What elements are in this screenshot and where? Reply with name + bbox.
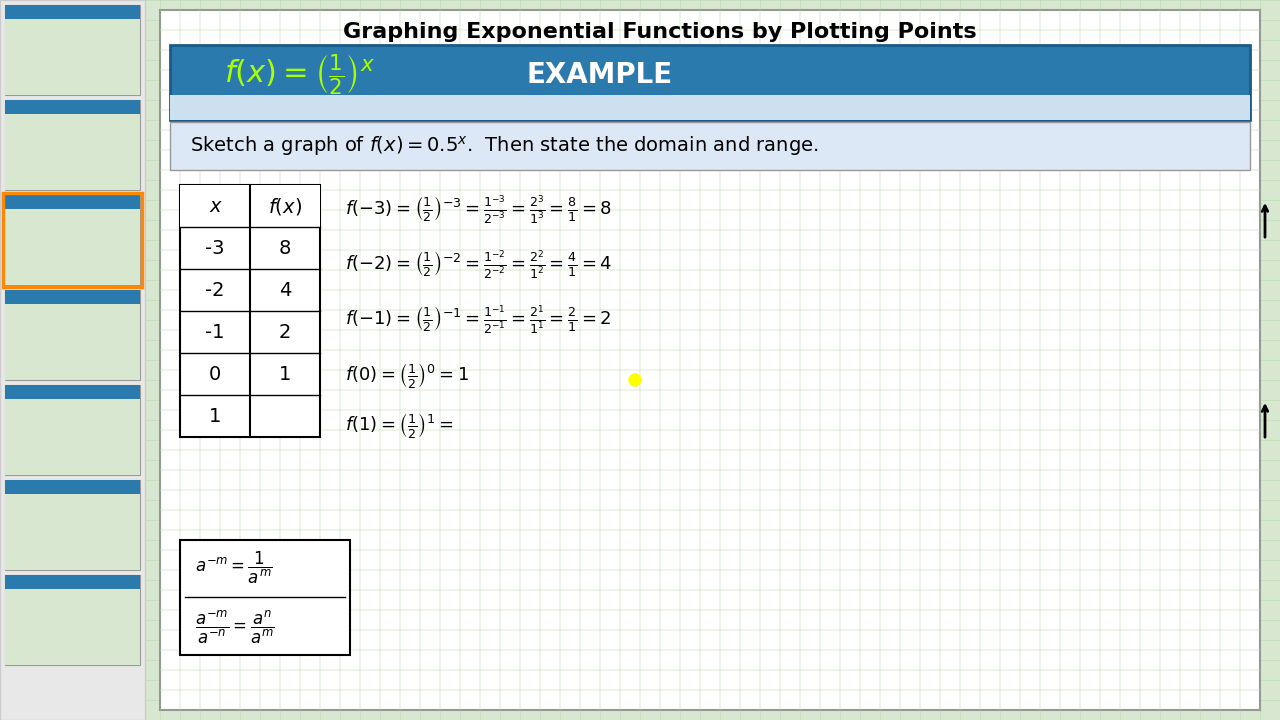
Text: -3: -3	[205, 238, 225, 258]
Bar	[5, 5, 140, 95]
Bar	[160, 10, 1260, 710]
Bar	[5, 195, 140, 285]
Text: -1: -1	[205, 323, 225, 341]
Text: 0: 0	[209, 364, 221, 384]
Text: 8: 8	[279, 238, 291, 258]
Bar	[5, 575, 140, 589]
Bar	[5, 5, 140, 19]
Text: -2: -2	[205, 281, 225, 300]
Text: $f(-2) = \left(\frac{1}{2}\right)^{-2} = \frac{1^{-2}}{2^{-2}} = \frac{2^2}{1^2}: $f(-2) = \left(\frac{1}{2}\right)^{-2} =…	[346, 248, 612, 282]
Bar	[5, 385, 140, 475]
Bar	[5, 399, 140, 475]
Text: $f(1) = \left(\frac{1}{2}\right)^{1} = $: $f(1) = \left(\frac{1}{2}\right)^{1} = $	[346, 410, 454, 439]
Bar	[5, 304, 140, 380]
Bar	[5, 290, 140, 380]
Bar	[170, 95, 1251, 120]
Text: 4: 4	[279, 281, 291, 300]
Text: EXAMPLE: EXAMPLE	[527, 61, 673, 89]
Text: x: x	[209, 197, 220, 215]
Text: $f(-1) = \left(\frac{1}{2}\right)^{-1} = \frac{1^{-1}}{2^{-1}} = \frac{2^1}{1^1}: $f(-1) = \left(\frac{1}{2}\right)^{-1} =…	[346, 303, 612, 337]
Text: 1: 1	[279, 364, 291, 384]
Text: Sketch a graph of $f(x) = 0.5^x$.  Then state the domain and range.: Sketch a graph of $f(x) = 0.5^x$. Then s…	[189, 134, 818, 158]
Text: 2: 2	[279, 323, 291, 341]
Text: $f(0) = \left(\frac{1}{2}\right)^{0} = 1$: $f(0) = \left(\frac{1}{2}\right)^{0} = 1…	[346, 361, 470, 390]
Text: $f(-3) = \left(\frac{1}{2}\right)^{-3} = \frac{1^{-3}}{2^{-3}} = \frac{2^3}{1^3}: $f(-3) = \left(\frac{1}{2}\right)^{-3} =…	[346, 193, 612, 227]
Bar	[170, 45, 1251, 120]
Bar	[5, 575, 140, 665]
Text: $f(x) = \left(\frac{1}{2}\right)^x$: $f(x) = \left(\frac{1}{2}\right)^x$	[224, 53, 376, 98]
Text: $a^{-m} = \dfrac{1}{a^m}$: $a^{-m} = \dfrac{1}{a^m}$	[195, 550, 273, 586]
Bar	[5, 494, 140, 570]
Text: $\dfrac{a^{-m}}{a^{-n}} = \dfrac{a^n}{a^m}$: $\dfrac{a^{-m}}{a^{-n}} = \dfrac{a^n}{a^…	[195, 608, 275, 646]
Bar	[5, 100, 140, 114]
Bar	[180, 185, 320, 227]
Bar	[5, 290, 140, 304]
Bar	[180, 540, 349, 655]
Bar	[5, 480, 140, 570]
Bar	[5, 385, 140, 399]
Text: Graphing Exponential Functions by Plotting Points: Graphing Exponential Functions by Plotti…	[343, 22, 977, 42]
Bar	[5, 114, 140, 190]
Bar	[5, 209, 140, 285]
Bar	[170, 122, 1251, 170]
Bar	[5, 480, 140, 494]
Bar	[3, 193, 142, 287]
Bar	[5, 195, 140, 209]
Bar	[5, 100, 140, 190]
Bar	[180, 185, 320, 437]
Bar	[5, 589, 140, 665]
Bar	[5, 19, 140, 95]
Bar	[0, 0, 145, 720]
Text: $f(x)$: $f(x)$	[268, 196, 302, 217]
Circle shape	[628, 374, 641, 386]
Text: 1: 1	[209, 407, 221, 426]
